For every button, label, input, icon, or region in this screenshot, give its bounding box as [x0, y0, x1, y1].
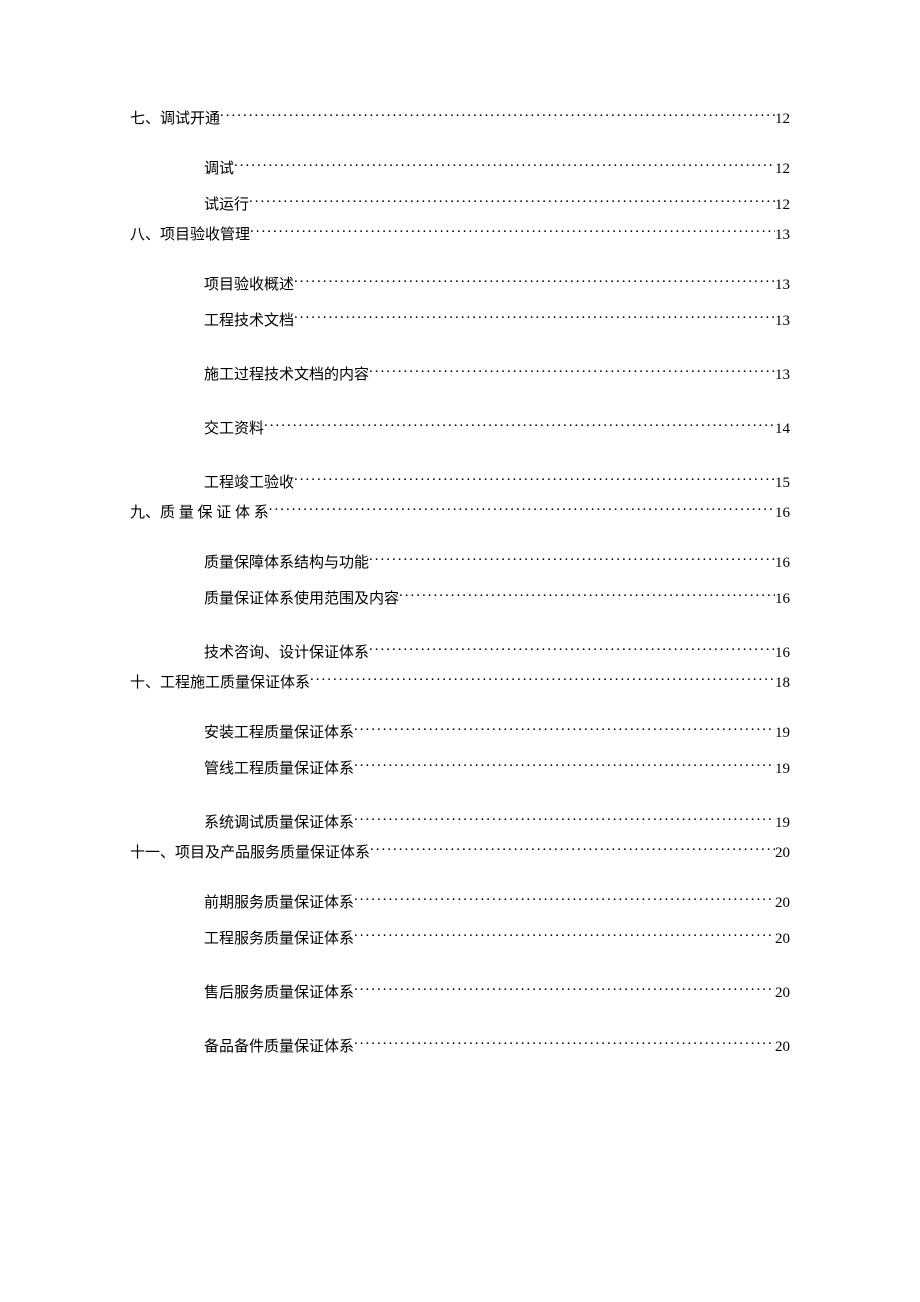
toc-subsection-title: 交工资料 — [204, 419, 264, 440]
toc-subsection-entry: 质量保障体系结构与功能 16 — [130, 552, 790, 574]
toc-page-number: 18 — [775, 673, 790, 694]
toc-subsection-entry: 工程服务质量保证体系 20 — [130, 928, 790, 950]
toc-subsection-entry: 系统调试质量保证体系 19 — [130, 812, 790, 834]
toc-leader-dots — [399, 588, 775, 603]
toc-section-title: 项目及产品服务质量保证体系 — [175, 843, 370, 864]
toc-section-prefix: 七、 — [130, 109, 160, 130]
toc-subsection-title: 项目验收概述 — [204, 275, 294, 296]
toc-leader-dots — [369, 642, 775, 657]
toc-page-number: 13 — [775, 275, 790, 296]
toc-subsection-title: 质量保证体系使用范围及内容 — [204, 589, 399, 610]
toc-leader-dots — [354, 1036, 775, 1051]
toc-leader-dots — [264, 418, 775, 433]
toc-subsection-entry: 技术咨询、设计保证体系 16 — [130, 642, 790, 664]
toc-section-prefix: 十、 — [130, 673, 160, 694]
toc-page-number: 16 — [775, 589, 790, 610]
toc-leader-dots — [370, 842, 775, 857]
toc-subsection-entry: 试运行 12 — [130, 194, 790, 216]
toc-subsection-entry: 前期服务质量保证体系 20 — [130, 892, 790, 914]
toc-page-number: 14 — [775, 419, 790, 440]
toc-page-number: 19 — [775, 759, 790, 780]
toc-page-number: 20 — [775, 929, 790, 950]
toc-subsection-title: 试运行 — [204, 195, 249, 216]
toc-page-number: 20 — [775, 1037, 790, 1058]
toc-section-entry: 九、 质 量 保 证 体 系 16 — [130, 502, 790, 524]
toc-subsection-entry: 施工过程技术文档的内容 13 — [130, 364, 790, 386]
toc-subsection-title: 安装工程质量保证体系 — [204, 723, 354, 744]
toc-leader-dots — [294, 274, 775, 289]
toc-page-number: 13 — [775, 311, 790, 332]
toc-section-title: 项目验收管理 — [160, 225, 250, 246]
toc-subsection-title: 管线工程质量保证体系 — [204, 759, 354, 780]
toc-leader-dots — [250, 224, 775, 239]
toc-subsection-title: 施工过程技术文档的内容 — [204, 365, 369, 386]
toc-section-title: 工程施工质量保证体系 — [160, 673, 310, 694]
toc-page-number: 16 — [775, 553, 790, 574]
toc-page-number: 12 — [775, 159, 790, 180]
toc-page-number: 20 — [775, 983, 790, 1004]
toc-subsection-title: 备品备件质量保证体系 — [204, 1037, 354, 1058]
toc-leader-dots — [220, 108, 775, 123]
toc-section-entry: 十一、项目及产品服务质量保证体系 20 — [130, 842, 790, 864]
table-of-contents: 七、调试开通12调试12试运行12八、项目验收管理13项目验收概述13工程技术文… — [130, 108, 790, 1058]
toc-subsection-title: 系统调试质量保证体系 — [204, 813, 354, 834]
toc-leader-dots — [369, 364, 775, 379]
toc-subsection-title: 工程技术文档 — [204, 311, 294, 332]
toc-section-prefix: 十一、 — [130, 843, 175, 864]
toc-leader-dots — [354, 928, 775, 943]
toc-subsection-title: 售后服务质量保证体系 — [204, 983, 354, 1004]
toc-leader-dots — [354, 722, 775, 737]
toc-page-number: 15 — [775, 473, 790, 494]
toc-subsection-entry: 调试 12 — [130, 158, 790, 180]
toc-subsection-title: 调试 — [204, 159, 234, 180]
toc-subsection-title: 质量保障体系结构与功能 — [204, 553, 369, 574]
toc-page-number: 12 — [775, 195, 790, 216]
toc-subsection-entry: 工程竣工验收 15 — [130, 472, 790, 494]
toc-section-prefix: 九、 — [130, 503, 160, 524]
toc-leader-dots — [234, 158, 775, 173]
toc-leader-dots — [269, 502, 775, 517]
toc-section-prefix: 八、 — [130, 225, 160, 246]
toc-subsection-entry: 售后服务质量保证体系 20 — [130, 982, 790, 1004]
toc-subsection-entry: 备品备件质量保证体系 20 — [130, 1036, 790, 1058]
toc-leader-dots — [310, 672, 775, 687]
toc-page-number: 16 — [775, 643, 790, 664]
toc-leader-dots — [354, 982, 775, 997]
toc-page-number: 12 — [775, 109, 790, 130]
toc-section-title: 质 量 保 证 体 系 — [160, 503, 269, 524]
toc-section-entry: 十、工程施工质量保证体系 18 — [130, 672, 790, 694]
toc-page-number: 16 — [775, 503, 790, 524]
toc-leader-dots — [294, 310, 775, 325]
toc-subsection-entry: 交工资料 14 — [130, 418, 790, 440]
toc-subsection-entry: 工程技术文档 13 — [130, 310, 790, 332]
toc-leader-dots — [249, 194, 775, 209]
toc-subsection-title: 工程竣工验收 — [204, 473, 294, 494]
toc-subsection-entry: 项目验收概述 13 — [130, 274, 790, 296]
toc-page-number: 13 — [775, 225, 790, 246]
toc-section-title: 调试开通 — [160, 109, 220, 130]
toc-subsection-entry: 管线工程质量保证体系 19 — [130, 758, 790, 780]
toc-page-number: 20 — [775, 843, 790, 864]
toc-subsection-title: 技术咨询、设计保证体系 — [204, 643, 369, 664]
toc-page-number: 19 — [775, 723, 790, 744]
toc-leader-dots — [369, 552, 775, 567]
toc-page-number: 13 — [775, 365, 790, 386]
toc-subsection-entry: 安装工程质量保证体系 19 — [130, 722, 790, 744]
toc-subsection-entry: 质量保证体系使用范围及内容 16 — [130, 588, 790, 610]
toc-subsection-title: 前期服务质量保证体系 — [204, 893, 354, 914]
toc-leader-dots — [354, 892, 775, 907]
toc-leader-dots — [354, 812, 775, 827]
toc-leader-dots — [354, 758, 775, 773]
toc-leader-dots — [294, 472, 775, 487]
toc-subsection-title: 工程服务质量保证体系 — [204, 929, 354, 950]
toc-page-number: 19 — [775, 813, 790, 834]
toc-page-number: 20 — [775, 893, 790, 914]
toc-section-entry: 八、项目验收管理 13 — [130, 224, 790, 246]
toc-section-entry: 七、调试开通 12 — [130, 108, 790, 130]
